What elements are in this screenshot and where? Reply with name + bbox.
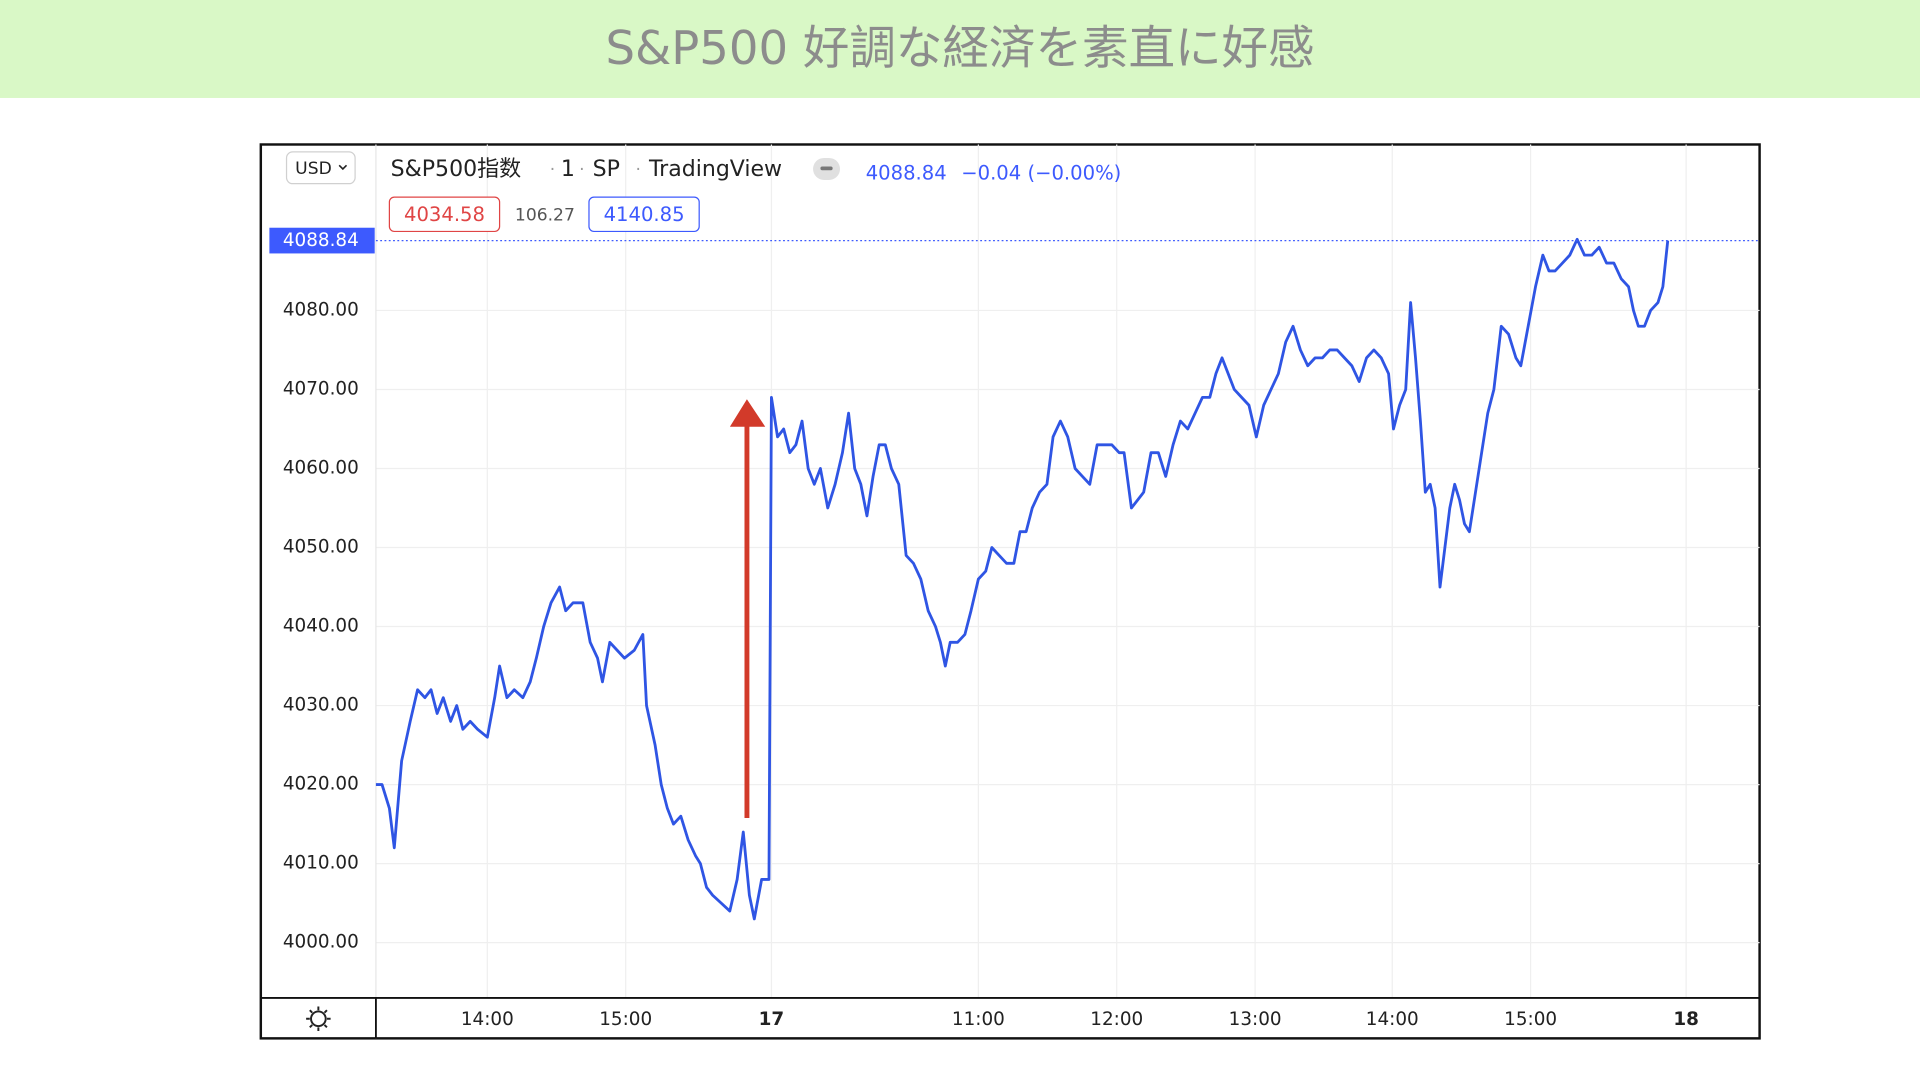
status-pill-icon: [820, 166, 833, 171]
x-tick-label: 18: [1673, 1009, 1699, 1030]
last-price-tag-label: 4088.84: [283, 230, 359, 251]
plot: [375, 144, 1760, 998]
separator: ·: [550, 160, 555, 180]
x-tick-label: 15:00: [599, 1009, 652, 1030]
price-line: [375, 237, 1670, 921]
y-tick-label: 4040.00: [283, 616, 359, 637]
interval: 1: [561, 157, 575, 182]
x-tick-label: 17: [759, 1009, 785, 1030]
y-tick-label: 4050.00: [283, 537, 359, 558]
last-price-tag: [269, 227, 375, 254]
x-tick-label: 12:00: [1090, 1009, 1143, 1030]
y-tick-label: 4030.00: [283, 695, 359, 716]
spread: 106.27: [515, 206, 575, 226]
y-tick-label: 4000.00: [283, 932, 359, 953]
y-tick-label: 4070.00: [283, 378, 359, 399]
x-tick-label: 14:00: [461, 1009, 514, 1030]
separator: ·: [579, 160, 584, 180]
buy-price[interactable]: 4140.85: [604, 203, 685, 226]
buy-box[interactable]: [588, 196, 700, 233]
currency-label[interactable]: USD: [295, 159, 332, 179]
banner: [0, 0, 1920, 98]
exchange: SP: [593, 157, 620, 182]
x-tick-label: 15:00: [1504, 1009, 1557, 1030]
x-tick-label: 11:00: [952, 1009, 1005, 1030]
source: TradingView: [648, 157, 782, 182]
settings-icon[interactable]: [306, 1006, 331, 1032]
y-tick-label: 4080.00: [283, 299, 359, 320]
sell-price[interactable]: 4034.58: [404, 203, 485, 226]
x-tick-label: 14:00: [1366, 1009, 1419, 1030]
y-tick-label: 4060.00: [283, 457, 359, 478]
last-price: 4088.84: [866, 161, 947, 184]
x-tick-label: 13:00: [1229, 1009, 1282, 1030]
y-tick-label: 4020.00: [283, 774, 359, 795]
chart-frame: [259, 143, 1761, 1040]
currency-caret: [338, 164, 348, 171]
currency-button[interactable]: [285, 151, 356, 185]
banner-title: S&P500 好調な経済を素直に好感: [605, 21, 1314, 75]
price-change: −0.04 (−0.00%): [961, 161, 1121, 184]
annotation-arrow: [729, 399, 766, 818]
symbol: S&P500指数: [391, 157, 522, 182]
separator: ·: [636, 160, 641, 180]
y-tick-label: 4010.00: [283, 853, 359, 874]
sell-box[interactable]: [388, 196, 501, 233]
